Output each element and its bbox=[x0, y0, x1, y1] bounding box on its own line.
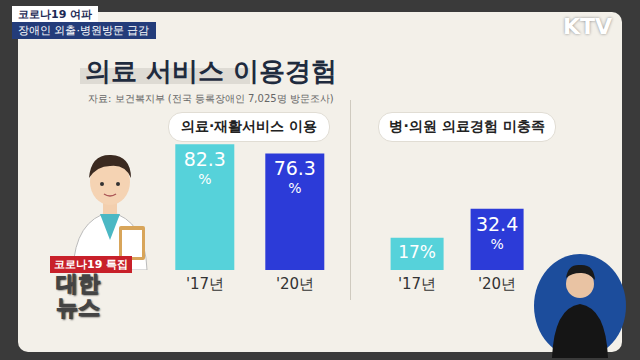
html-text:대한: 대한 bbox=[56, 271, 100, 296]
svg-text:'17년: '17년 bbox=[398, 275, 436, 293]
html-text:KTV: KTV bbox=[562, 14, 612, 39]
svg-text:'20년: '20년 bbox=[478, 275, 516, 293]
svg-text:82.3%: 82.3% bbox=[184, 148, 226, 187]
html-text:코로나19 특집: 코로나19 특집 bbox=[54, 258, 129, 271]
svg-text:32.4%: 32.4% bbox=[476, 213, 518, 252]
html-text:자료: 보건복지부 (전국 등록장애인 7,025명 방문조: 자료: 보건복지부 (전국 등록장애인 7,025명 방문조사) bbox=[88, 93, 334, 104]
html-text:의료·재활서비스 이용: 의료·재활서비스 이용 bbox=[180, 118, 318, 134]
html-text:병·의원 의료경험 미충족: 병·의원 의료경험 미충족 bbox=[389, 118, 545, 134]
html-text:코로나19 여파: 코로나19 여파 bbox=[18, 8, 93, 21]
svg-text:'20년: '20년 bbox=[276, 275, 314, 293]
html-text:장애인 외출·병원방문 급감: 장애인 외출·병원방문 급감 bbox=[18, 24, 150, 37]
html-text:뉴스: 뉴스 bbox=[56, 295, 100, 320]
html-text:의료 서비스 이용경험: 의료 서비스 이용경험 bbox=[85, 56, 338, 86]
svg-text:'17년: '17년 bbox=[186, 275, 224, 293]
svg-text:17%: 17% bbox=[398, 242, 436, 262]
svg-text:76.3%: 76.3% bbox=[274, 157, 316, 196]
